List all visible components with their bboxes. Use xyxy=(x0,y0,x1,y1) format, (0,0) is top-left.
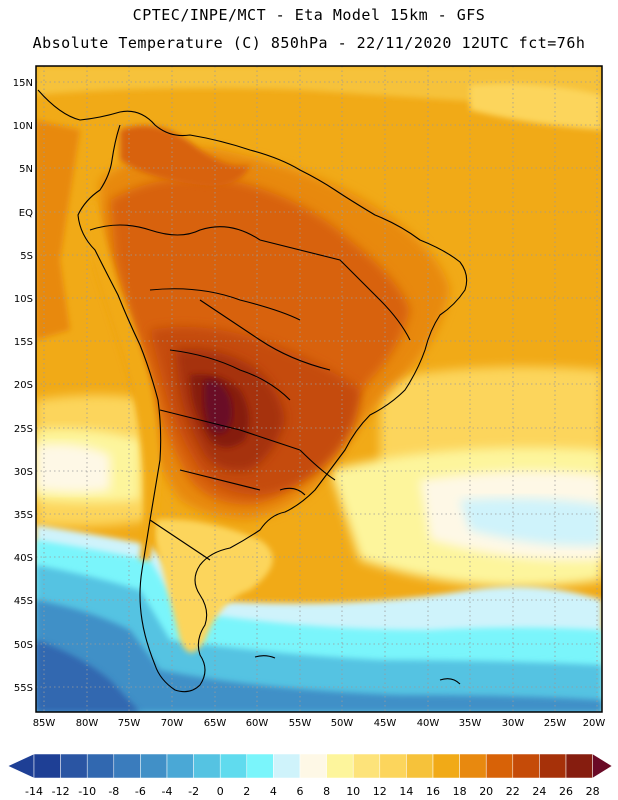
lon-label: 55W xyxy=(289,718,312,729)
lat-label: 10N xyxy=(13,121,33,132)
colorbar-seg xyxy=(33,753,61,779)
colorbar-tick: 22 xyxy=(506,785,520,798)
colorbar-seg xyxy=(86,753,115,779)
lat-label: 30S xyxy=(14,467,33,478)
lon-label: 75W xyxy=(118,718,141,729)
temperature-field xyxy=(36,66,602,712)
colorbar-seg xyxy=(193,753,221,779)
lat-label: 5N xyxy=(19,164,33,175)
colorbar-seg xyxy=(512,753,540,779)
lat-label: 55S xyxy=(14,683,33,694)
colorbar-seg xyxy=(166,753,194,779)
lat-label: 50S xyxy=(14,640,33,651)
colorbar-tick: -14 xyxy=(25,785,43,798)
lon-label: 85W xyxy=(33,718,56,729)
colorbar-seg xyxy=(459,753,487,779)
colorbar-seg xyxy=(565,753,593,779)
lat-label: 15S xyxy=(14,337,33,348)
colorbar-right-arrow xyxy=(592,753,613,779)
lon-label: 25W xyxy=(544,718,567,729)
temperature-map: 15N 10N 5N EQ 5S 10S 15S 20S 25S 30S 35S… xyxy=(13,65,606,729)
colorbar-tick: 24 xyxy=(532,785,546,798)
lon-label: 70W xyxy=(161,718,184,729)
colorbar-seg xyxy=(273,753,301,779)
colorbar-tick: -8 xyxy=(108,785,119,798)
colorbar-tick: 2 xyxy=(243,785,250,798)
colorbar-tick: -10 xyxy=(78,785,96,798)
lon-label: 40W xyxy=(417,718,440,729)
latitude-labels: 15N 10N 5N EQ 5S 10S 15S 20S 25S 30S 35S… xyxy=(13,78,33,694)
colorbar-seg xyxy=(406,753,434,779)
lon-label: 35W xyxy=(459,718,482,729)
colorbar-seg xyxy=(219,753,248,779)
lat-label: 25S xyxy=(14,424,33,435)
colorbar-tick: 16 xyxy=(426,785,440,798)
lon-label: 65W xyxy=(204,718,227,729)
colorbar: -14 -12 -10 -8 -6 -4 -2 0 2 4 6 8 10 12 … xyxy=(7,753,613,798)
colorbar-tick: 18 xyxy=(453,785,467,798)
colorbar-seg xyxy=(326,753,354,779)
colorbar-seg xyxy=(539,753,567,779)
lon-label: 20W xyxy=(583,718,606,729)
colorbar-seg xyxy=(485,753,514,779)
colorbar-tick: 0 xyxy=(217,785,224,798)
colorbar-left-arrow xyxy=(7,753,35,779)
colorbar-seg xyxy=(432,753,460,779)
lat-label: 10S xyxy=(14,294,33,305)
colorbar-seg xyxy=(246,753,274,779)
lon-label: 60W xyxy=(246,718,269,729)
colorbar-tick: 10 xyxy=(346,785,360,798)
title-line-2: Absolute Temperature (C) 850hPa - 22/11/… xyxy=(32,34,586,52)
lon-label: 80W xyxy=(76,718,99,729)
colorbar-tick: 12 xyxy=(373,785,387,798)
colorbar-labels: -14 -12 -10 -8 -6 -4 -2 0 2 4 6 8 10 12 … xyxy=(25,785,600,798)
colorbar-tick: 20 xyxy=(479,785,493,798)
colorbar-seg xyxy=(352,753,381,779)
colorbar-seg xyxy=(379,753,407,779)
coastlines xyxy=(37,89,468,693)
colorbar-tick: -6 xyxy=(135,785,146,798)
colorbar-segments xyxy=(7,753,613,779)
lat-label: 5S xyxy=(20,251,33,262)
lon-label: 30W xyxy=(502,718,525,729)
lon-label: 45W xyxy=(374,718,397,729)
title-line-1: CPTEC/INPE/MCT - Eta Model 15km - GFS xyxy=(132,6,486,24)
lat-label: 45S xyxy=(14,596,33,607)
colorbar-seg xyxy=(140,753,168,779)
colorbar-tick: 4 xyxy=(270,785,277,798)
longitude-labels: 85W 80W 75W 70W 65W 60W 55W 50W 45W 40W … xyxy=(33,718,606,729)
lon-label: 50W xyxy=(331,718,354,729)
colorbar-tick: 6 xyxy=(297,785,304,798)
colorbar-tick: -12 xyxy=(52,785,70,798)
colorbar-tick: -2 xyxy=(188,785,199,798)
colorbar-seg xyxy=(299,753,327,779)
colorbar-tick: 26 xyxy=(559,785,573,798)
colorbar-tick: 8 xyxy=(323,785,330,798)
colorbar-tick: 14 xyxy=(399,785,413,798)
map-frame xyxy=(35,65,603,713)
lat-label: EQ xyxy=(19,208,33,219)
colorbar-seg xyxy=(113,753,141,779)
colorbar-tick: -4 xyxy=(162,785,173,798)
lat-label: 15N xyxy=(13,78,33,89)
lat-label: 35S xyxy=(14,510,33,521)
colorbar-tick: 28 xyxy=(586,785,600,798)
lat-label: 40S xyxy=(14,553,33,564)
colorbar-seg xyxy=(60,753,88,779)
lat-label: 20S xyxy=(14,380,33,391)
